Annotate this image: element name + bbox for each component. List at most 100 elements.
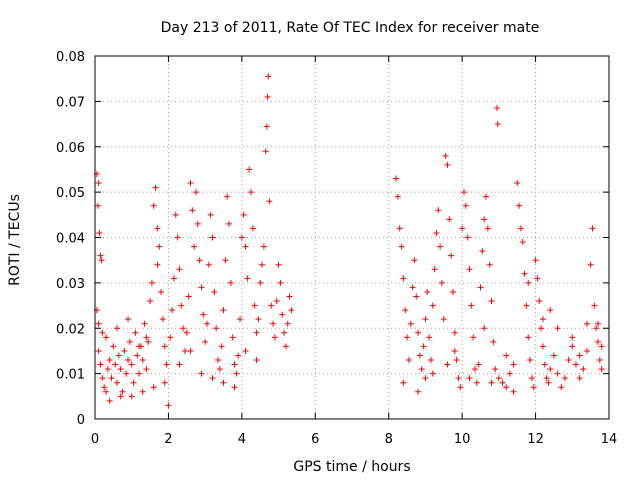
- data-point: [431, 266, 438, 273]
- data-point: [242, 243, 249, 250]
- data-point: [483, 193, 490, 200]
- data-point: [103, 388, 110, 395]
- data-point: [448, 252, 455, 259]
- data-point: [415, 329, 422, 336]
- data-point: [286, 293, 293, 300]
- data-point: [490, 338, 497, 345]
- data-point: [136, 370, 143, 377]
- data-point: [154, 225, 161, 232]
- x-axis-label: GPS time / hours: [293, 459, 410, 475]
- data-point: [451, 347, 458, 354]
- data-point: [214, 357, 221, 364]
- data-point: [125, 316, 132, 323]
- data-point: [180, 325, 187, 332]
- y-axis-ticks: 0 0.01 0.02 0.03 0.04 0.05 0.06 0.07 0.08: [56, 50, 609, 428]
- data-point: [121, 347, 128, 354]
- data-point: [125, 357, 132, 364]
- data-point: [451, 329, 458, 336]
- data-point: [202, 338, 209, 345]
- data-point: [145, 338, 152, 345]
- x-tick-label: 0: [91, 432, 99, 447]
- data-point: [143, 334, 150, 341]
- data-point: [222, 257, 229, 264]
- data-point: [279, 311, 286, 318]
- data-point: [249, 225, 256, 232]
- data-point: [161, 379, 168, 386]
- data-point: [161, 343, 168, 350]
- x-axis-ticks: 0 2 4 6 8 10 12 14: [91, 56, 617, 447]
- data-point: [242, 347, 249, 354]
- data-point: [503, 352, 510, 359]
- data-point: [209, 375, 216, 382]
- y-tick-label: 0.07: [56, 95, 85, 110]
- data-point: [156, 243, 163, 250]
- data-point: [418, 366, 425, 373]
- data-point: [99, 375, 106, 382]
- data-point: [244, 275, 251, 282]
- data-point: [422, 375, 429, 382]
- data-point: [119, 388, 126, 395]
- data-point: [213, 325, 220, 332]
- data-point: [97, 252, 104, 259]
- data-point: [576, 352, 583, 359]
- data-point: [444, 361, 451, 368]
- data-point: [128, 361, 135, 368]
- data-point: [538, 325, 545, 332]
- data-point: [455, 375, 462, 382]
- data-point: [494, 121, 501, 128]
- data-point: [194, 220, 201, 227]
- data-point: [565, 357, 572, 364]
- data-point: [404, 334, 411, 341]
- data-point: [147, 298, 154, 305]
- data-point: [440, 316, 447, 323]
- data-point: [400, 275, 407, 282]
- data-point: [130, 379, 137, 386]
- data-point: [503, 384, 510, 391]
- data-point: [270, 320, 277, 327]
- data-point: [277, 279, 284, 286]
- data-point: [103, 334, 110, 341]
- data-point: [209, 234, 216, 241]
- data-point: [281, 329, 288, 336]
- data-point: [583, 347, 590, 354]
- data-point: [143, 366, 150, 373]
- data-point: [598, 366, 605, 373]
- data-point: [238, 234, 245, 241]
- data-point: [594, 338, 601, 345]
- data-point: [275, 261, 282, 268]
- data-point: [150, 202, 157, 209]
- data-point: [550, 352, 557, 359]
- data-point: [95, 180, 102, 187]
- data-point: [475, 361, 482, 368]
- x-tick-label: 2: [164, 432, 172, 447]
- data-point: [424, 288, 431, 295]
- data-point: [114, 325, 121, 332]
- data-point: [139, 357, 146, 364]
- data-point: [192, 189, 199, 196]
- data-point: [539, 343, 546, 350]
- data-point: [110, 343, 117, 350]
- data-point: [123, 370, 130, 377]
- data-point: [462, 202, 469, 209]
- data-point: [554, 325, 561, 332]
- data-point: [98, 257, 105, 264]
- data-point: [220, 307, 227, 314]
- data-point: [517, 225, 524, 232]
- data-point: [558, 384, 565, 391]
- data-point: [495, 375, 502, 382]
- data-point: [260, 243, 267, 250]
- data-point: [126, 338, 133, 345]
- data-point: [525, 279, 532, 286]
- data-point: [117, 366, 124, 373]
- data-point: [101, 384, 108, 391]
- data-point: [405, 357, 412, 364]
- data-point: [460, 189, 467, 196]
- data-point: [596, 357, 603, 364]
- data-point: [159, 316, 166, 323]
- data-point: [211, 288, 218, 295]
- data-point: [96, 229, 103, 236]
- y-tick-label: 0.03: [56, 277, 85, 292]
- data-point: [174, 234, 181, 241]
- data-point: [200, 311, 207, 318]
